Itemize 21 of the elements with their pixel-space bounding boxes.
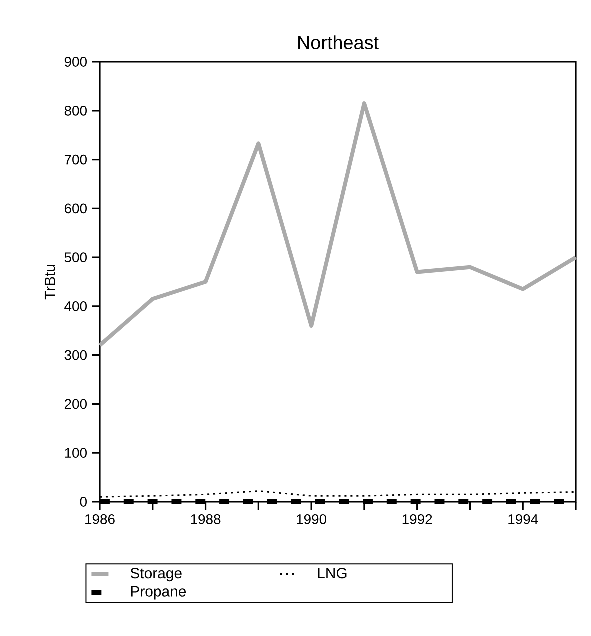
y-tick-label: 600 xyxy=(64,204,87,214)
x-tick-label: 1994 xyxy=(508,514,538,524)
y-tick-label: 100 xyxy=(65,448,87,458)
y-tick-label: 400 xyxy=(64,302,87,312)
legend-label: LNG xyxy=(318,568,347,579)
legend-label: Propane xyxy=(131,586,186,600)
x-tick-label: 1992 xyxy=(402,514,432,524)
y-axis-title: TrBtu xyxy=(44,265,56,300)
y-tick-label: 300 xyxy=(64,350,87,360)
y-tick-label: 500 xyxy=(64,252,87,262)
chart-title: Northeast xyxy=(298,36,379,50)
y-tick-label: 200 xyxy=(64,399,87,410)
y-tick-label: 0 xyxy=(80,497,87,507)
x-tick-label: 1990 xyxy=(297,514,327,524)
y-tick-label: 800 xyxy=(64,106,87,116)
legend-label: Storage xyxy=(130,568,182,582)
y-tick-label: 900 xyxy=(64,57,87,67)
x-tick-label: 1986 xyxy=(86,514,115,524)
y-tick-label: 700 xyxy=(64,154,87,165)
x-tick-label: 1988 xyxy=(191,514,221,524)
line-series xyxy=(98,102,578,348)
